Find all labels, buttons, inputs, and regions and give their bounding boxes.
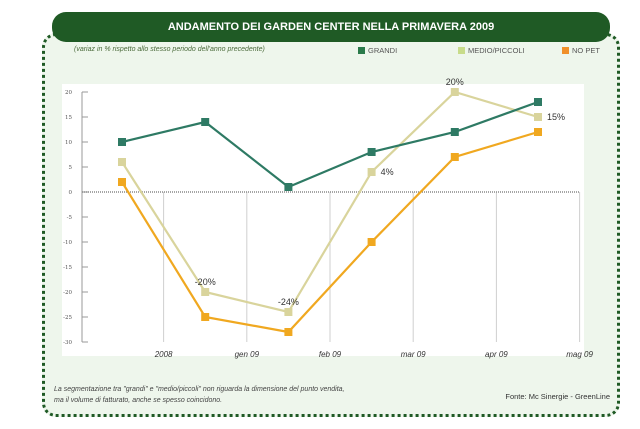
plot-area — [62, 84, 584, 356]
data-point — [284, 183, 293, 191]
data-point — [118, 158, 126, 166]
data-point — [118, 178, 126, 186]
x-tick-label: 2008 — [154, 350, 173, 359]
data-point — [367, 148, 376, 156]
x-tick-label: feb 09 — [319, 350, 342, 359]
data-point — [450, 128, 459, 136]
series-line-medio-piccoli — [121, 90, 539, 314]
data-point — [534, 113, 542, 121]
data-point — [118, 138, 126, 146]
data-point — [201, 288, 210, 296]
data-point — [450, 88, 459, 96]
data-point — [284, 328, 293, 336]
y-tick-label: -25 — [63, 315, 72, 321]
y-tick-label: -30 — [63, 340, 72, 346]
y-tick-label: -20 — [63, 290, 72, 296]
legend-label: GRANDI — [368, 46, 398, 55]
legend-no-pet: NO PET — [562, 46, 600, 55]
x-tick-label: mar 09 — [401, 350, 426, 359]
data-label: 20% — [446, 77, 464, 87]
series-line-grandi — [121, 100, 539, 189]
legend-swatch — [358, 47, 365, 54]
x-tick-label: gen 09 — [235, 350, 260, 359]
footnote-line-2: ma il volume di fatturato, anche se spes… — [54, 397, 223, 404]
data-point — [367, 168, 376, 176]
y-tick-label: -10 — [63, 240, 72, 246]
legend-grandi: GRANDI — [358, 46, 397, 55]
legend-swatch — [458, 47, 465, 54]
y-tick-label: 15 — [65, 115, 72, 121]
footnote: La segmentazione tra "grandi" e "medio/p… — [54, 384, 345, 406]
source-credit: Fonte: Mc Sinergie - GreenLine — [505, 392, 610, 401]
chart-title: ANDAMENTO DEI GARDEN CENTER NELLA PRIMAV… — [52, 12, 610, 42]
data-point — [284, 308, 293, 316]
x-tick-label: apr 09 — [485, 350, 508, 359]
y-tick-label: 5 — [69, 165, 73, 171]
chart-subtitle: (variaz in % rispetto allo stesso period… — [74, 46, 265, 53]
data-point — [534, 128, 542, 136]
data-point — [534, 98, 542, 106]
legend-medio-piccoli: MEDIO/PICCOLI — [458, 46, 525, 55]
y-tick-label: 0 — [69, 190, 73, 196]
legend-label: NO PET — [572, 46, 600, 55]
footnote-line-1: La segmentazione tra "grandi" e "medio/p… — [54, 386, 345, 393]
data-label: -24% — [278, 297, 299, 307]
y-tick-label: -5 — [67, 215, 73, 221]
data-point — [201, 313, 210, 321]
legend-swatch — [562, 47, 569, 54]
data-point — [450, 153, 459, 161]
data-label: -20% — [195, 277, 216, 287]
y-tick-label: -15 — [63, 265, 72, 271]
y-tick-label: 20 — [65, 90, 72, 96]
legend-label: MEDIO/PICCOLI — [468, 46, 525, 55]
x-tick-label: mag 09 — [566, 350, 593, 359]
data-point — [367, 238, 376, 246]
series-line-no-pet — [121, 130, 539, 334]
y-tick-label: 10 — [65, 140, 72, 146]
data-label: 4% — [381, 167, 394, 177]
data-label: 15% — [547, 112, 565, 122]
data-point — [201, 118, 210, 126]
